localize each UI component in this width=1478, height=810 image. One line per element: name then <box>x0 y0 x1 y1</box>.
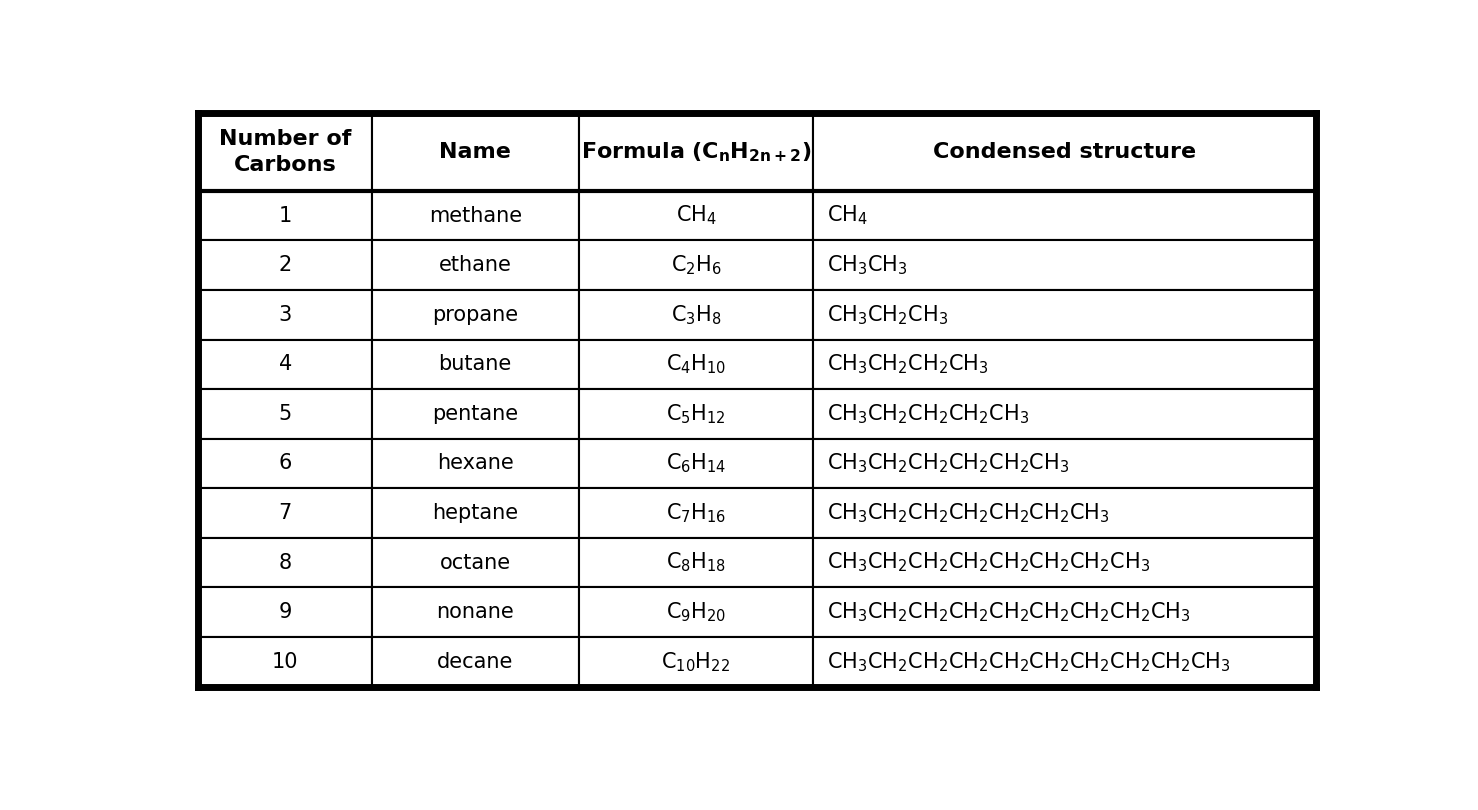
Bar <box>813 113 1317 191</box>
Text: decane: decane <box>437 652 513 671</box>
Bar <box>813 538 1317 587</box>
Text: 5: 5 <box>278 404 291 424</box>
Text: $\mathregular{C_5H_{12}}$: $\mathregular{C_5H_{12}}$ <box>667 402 726 426</box>
Text: $\mathregular{CH_4}$: $\mathregular{CH_4}$ <box>828 204 868 228</box>
Bar <box>372 241 578 290</box>
Text: $\mathregular{CH_3CH_2CH_2CH_2CH_3}$: $\mathregular{CH_3CH_2CH_2CH_2CH_3}$ <box>828 402 1029 426</box>
Text: 6: 6 <box>278 454 291 474</box>
Text: 10: 10 <box>272 652 299 671</box>
Bar <box>198 389 372 439</box>
Bar <box>813 488 1317 538</box>
Bar <box>813 439 1317 488</box>
Bar <box>813 290 1317 339</box>
Bar <box>198 538 372 587</box>
Bar <box>813 241 1317 290</box>
Text: $\mathregular{CH_3CH_2CH_2CH_2CH_2CH_2CH_2CH_2CH_3}$: $\mathregular{CH_3CH_2CH_2CH_2CH_2CH_2CH… <box>828 600 1191 624</box>
Text: $\mathregular{C_4H_{10}}$: $\mathregular{C_4H_{10}}$ <box>667 352 726 376</box>
Bar <box>813 339 1317 389</box>
Bar <box>198 290 372 339</box>
Bar <box>578 290 813 339</box>
Text: 2: 2 <box>278 255 291 275</box>
Bar <box>372 587 578 637</box>
Bar <box>198 241 372 290</box>
Bar <box>578 587 813 637</box>
Text: $\mathregular{C_3H_8}$: $\mathregular{C_3H_8}$ <box>671 303 721 326</box>
Bar <box>372 113 578 191</box>
Bar <box>372 439 578 488</box>
Text: $\mathregular{C_8H_{18}}$: $\mathregular{C_8H_{18}}$ <box>667 551 726 574</box>
Bar <box>198 488 372 538</box>
Text: $\mathregular{CH_3CH_2CH_2CH_2CH_2CH_2CH_3}$: $\mathregular{CH_3CH_2CH_2CH_2CH_2CH_2CH… <box>828 501 1110 525</box>
Bar <box>372 339 578 389</box>
Bar <box>372 290 578 339</box>
Bar <box>198 439 372 488</box>
Text: Number of
Carbons: Number of Carbons <box>219 129 352 175</box>
Bar <box>578 538 813 587</box>
Text: $\mathregular{CH_3CH_2CH_2CH_2CH_2CH_3}$: $\mathregular{CH_3CH_2CH_2CH_2CH_2CH_3}$ <box>828 452 1070 475</box>
Bar <box>198 113 372 191</box>
Bar <box>198 191 372 241</box>
Bar <box>578 439 813 488</box>
Text: nonane: nonane <box>436 602 514 622</box>
Bar <box>813 637 1317 687</box>
Text: ethane: ethane <box>439 255 511 275</box>
Text: $\mathregular{CH_3CH_2CH_2CH_2CH_2CH_2CH_2CH_3}$: $\mathregular{CH_3CH_2CH_2CH_2CH_2CH_2CH… <box>828 551 1150 574</box>
Bar <box>578 637 813 687</box>
Bar <box>372 389 578 439</box>
Bar <box>813 389 1317 439</box>
Bar <box>198 637 372 687</box>
Text: hexane: hexane <box>437 454 513 474</box>
Text: $\mathregular{C_2H_6}$: $\mathregular{C_2H_6}$ <box>671 254 721 277</box>
Bar <box>372 191 578 241</box>
Text: heptane: heptane <box>432 503 519 523</box>
Text: 3: 3 <box>278 305 291 325</box>
Text: Condensed structure: Condensed structure <box>933 142 1197 162</box>
Text: 7: 7 <box>278 503 291 523</box>
Text: 4: 4 <box>278 354 291 374</box>
Bar <box>372 488 578 538</box>
Text: $\mathregular{CH_4}$: $\mathregular{CH_4}$ <box>675 204 717 228</box>
Bar <box>578 113 813 191</box>
Text: pentane: pentane <box>432 404 519 424</box>
Text: propane: propane <box>432 305 519 325</box>
Bar <box>198 339 372 389</box>
Text: $\bf{Formula\ (C_nH_{2n+2})}$: $\bf{Formula\ (C_nH_{2n+2})}$ <box>581 140 811 164</box>
Bar <box>372 637 578 687</box>
Text: $\mathregular{C_9H_{20}}$: $\mathregular{C_9H_{20}}$ <box>667 600 726 624</box>
Bar <box>578 488 813 538</box>
Text: methane: methane <box>429 206 522 225</box>
Text: $\mathregular{CH_3CH_2CH_3}$: $\mathregular{CH_3CH_2CH_3}$ <box>828 303 949 326</box>
Bar <box>578 191 813 241</box>
Text: $\mathregular{CH_3CH_2CH_2CH_3}$: $\mathregular{CH_3CH_2CH_2CH_3}$ <box>828 352 989 376</box>
Text: butane: butane <box>439 354 511 374</box>
Text: Name: Name <box>439 142 511 162</box>
Text: 9: 9 <box>278 602 291 622</box>
Bar <box>578 389 813 439</box>
Bar <box>198 587 372 637</box>
Bar <box>813 587 1317 637</box>
Text: $\mathregular{C_{10}H_{22}}$: $\mathregular{C_{10}H_{22}}$ <box>662 650 730 674</box>
Bar <box>813 191 1317 241</box>
Text: octane: octane <box>439 552 511 573</box>
Text: $\mathregular{CH_3CH_3}$: $\mathregular{CH_3CH_3}$ <box>828 254 907 277</box>
Text: $\mathregular{C_6H_{14}}$: $\mathregular{C_6H_{14}}$ <box>667 452 726 475</box>
Text: 8: 8 <box>278 552 291 573</box>
Text: 1: 1 <box>278 206 291 225</box>
Text: $\mathregular{C_7H_{16}}$: $\mathregular{C_7H_{16}}$ <box>667 501 726 525</box>
Bar <box>578 241 813 290</box>
Bar <box>372 538 578 587</box>
Text: $\mathregular{CH_3CH_2CH_2CH_2CH_2CH_2CH_2CH_2CH_2CH_3}$: $\mathregular{CH_3CH_2CH_2CH_2CH_2CH_2CH… <box>828 650 1231 674</box>
Bar <box>578 339 813 389</box>
